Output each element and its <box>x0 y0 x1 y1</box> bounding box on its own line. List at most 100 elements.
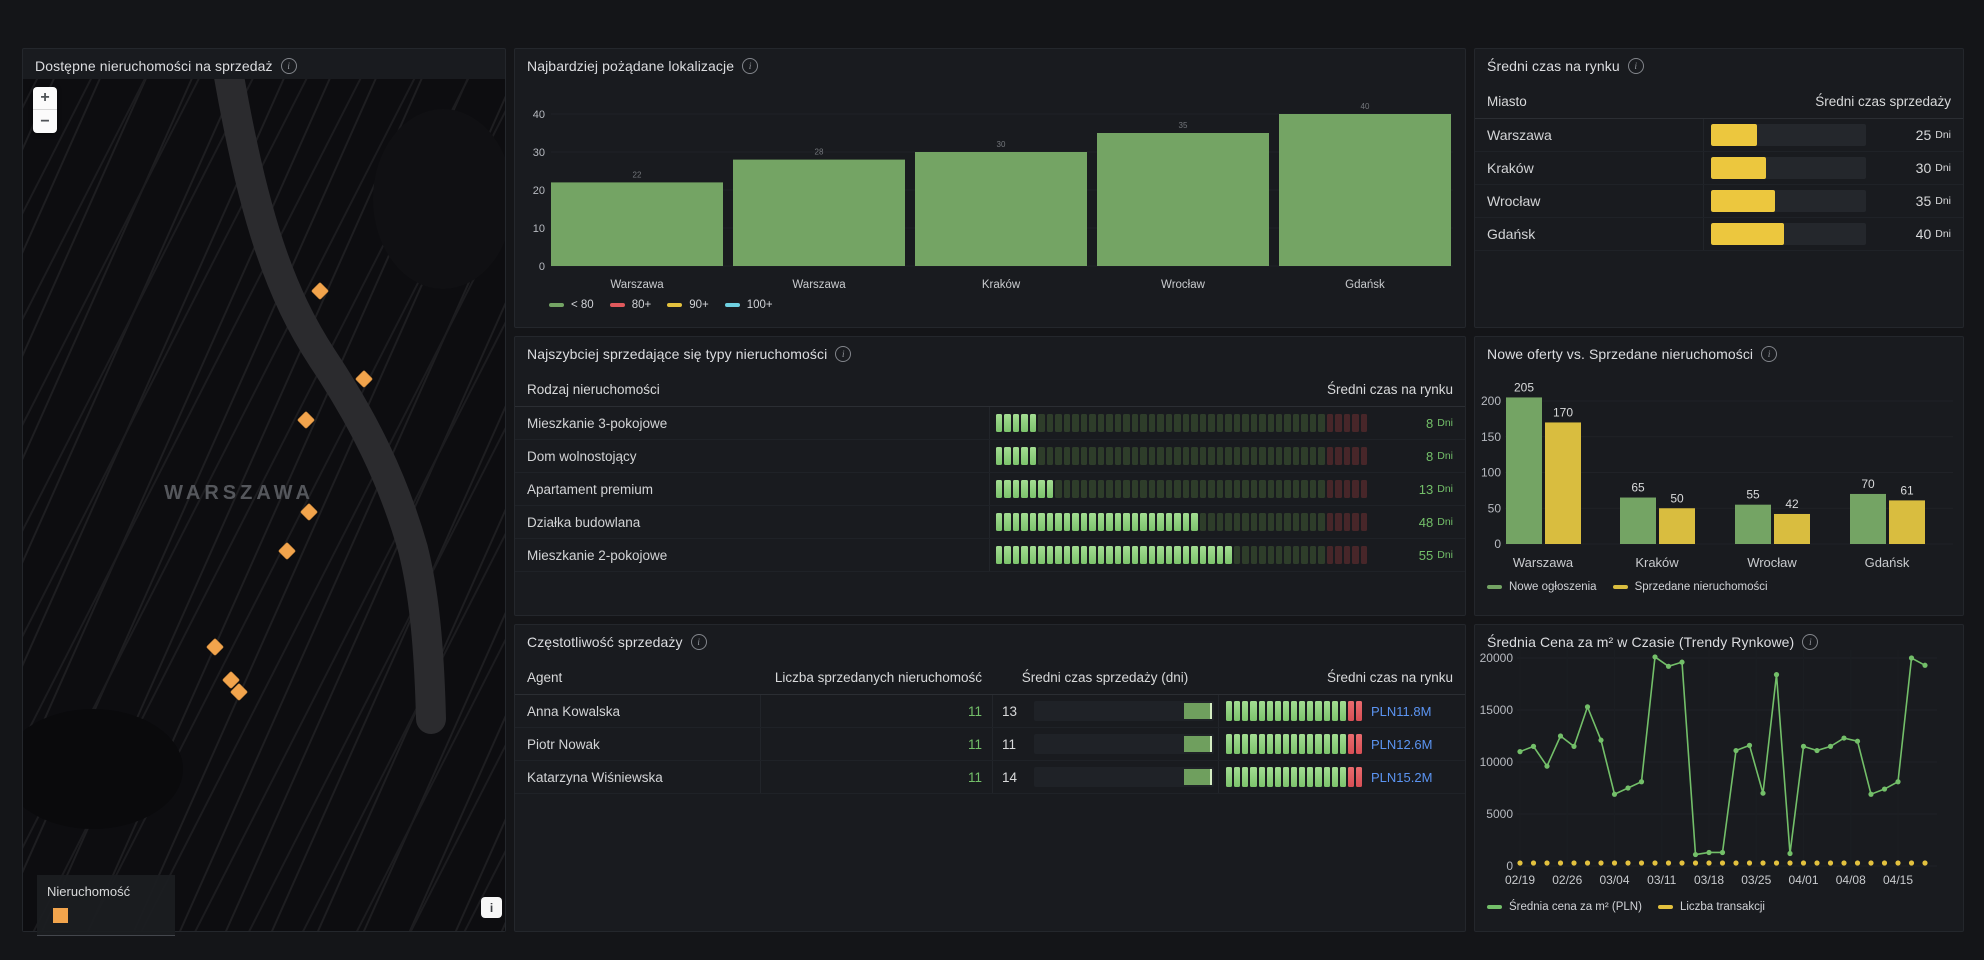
led-segment <box>1191 546 1198 564</box>
led-segment <box>1012 513 1020 531</box>
gauge-fill <box>1711 190 1775 212</box>
y-tick-label: 150 <box>1481 430 1501 444</box>
led-segment <box>1356 767 1363 787</box>
legend-item[interactable]: 90+ <box>667 299 709 311</box>
data-point <box>1665 663 1672 669</box>
data-point <box>1895 779 1901 785</box>
led-segment <box>1046 447 1054 465</box>
led-segment <box>1182 447 1190 465</box>
avg-days-cell: 14 <box>992 761 1218 793</box>
data-point <box>1557 733 1564 739</box>
legend-label: Sprzedane nieruchomości <box>1634 581 1768 593</box>
legend-item[interactable]: 80+ <box>609 299 651 311</box>
property-marker[interactable] <box>230 683 248 701</box>
led-segment <box>1335 447 1342 465</box>
column-header-avg-days[interactable]: Średni czas sprzedaży (dni) <box>1021 670 1189 685</box>
info-icon[interactable]: i <box>1627 58 1644 74</box>
led-segment <box>1080 480 1088 498</box>
property-marker[interactable] <box>278 542 296 560</box>
map-attribution-button[interactable]: i <box>481 897 502 918</box>
value-unit: Dni <box>1935 228 1951 240</box>
panel-title[interactable]: Średni czas na rynku <box>1487 58 1620 74</box>
panel-title[interactable]: Najbardziej pożądane lokalizacje <box>527 58 735 74</box>
x-tick-label: 03/25 <box>1741 873 1771 887</box>
column-header-market-time[interactable]: Średni czas na rynku <box>1326 670 1453 685</box>
gauge-fill <box>1711 223 1784 245</box>
bar-new <box>1620 497 1656 544</box>
transactions-point <box>1814 860 1820 866</box>
bar-value-label: 65 <box>1631 481 1645 495</box>
led-segment <box>1292 414 1300 432</box>
property-marker[interactable] <box>297 411 315 429</box>
zoom-out-button[interactable]: − <box>33 110 57 133</box>
column-header-city[interactable]: Miasto <box>1487 94 1527 109</box>
x-tick-label: Wrocław <box>1161 279 1206 291</box>
agent-name: Anna Kowalska <box>527 703 621 719</box>
property-marker[interactable] <box>206 638 224 656</box>
led-segment <box>1292 480 1300 498</box>
info-icon[interactable]: i <box>742 58 759 74</box>
panel-title[interactable]: Średnia Cena za m² w Czasie (Trendy Rynk… <box>1487 634 1795 650</box>
led-segment <box>1339 701 1346 721</box>
legend-item[interactable]: Liczba transakcji <box>1657 901 1765 913</box>
led-segment <box>1347 734 1354 754</box>
led-segment <box>1046 414 1054 432</box>
led-segment <box>1259 513 1266 531</box>
led-segment <box>1326 513 1334 531</box>
led-gauge <box>996 473 1368 505</box>
led-segment <box>1174 546 1181 564</box>
column-header-sold[interactable]: Liczba sprzedanych nieruchomość <box>774 670 982 685</box>
transactions-point <box>1760 860 1766 866</box>
legend-item[interactable]: Średnia cena za m² (PLN) <box>1487 901 1642 913</box>
led-segment <box>1080 546 1088 564</box>
info-icon[interactable]: i <box>835 346 852 362</box>
legend-item[interactable]: Nowe ogłoszenia <box>1487 581 1597 593</box>
led-segment <box>1148 480 1156 498</box>
panel-agents: Częstotliwość sprzedaży i Agent Liczba s… <box>514 624 1466 932</box>
avg-days-cell: 11 <box>992 728 1218 760</box>
bar-value-label: 22 <box>633 170 642 179</box>
bar <box>1279 114 1451 266</box>
column-header-type[interactable]: Rodzaj nieruchomości <box>527 382 660 397</box>
led-gauge <box>1226 728 1363 760</box>
river <box>214 79 446 734</box>
panel-title[interactable]: Najszybciej sprzedające się typy nieruch… <box>527 346 828 362</box>
map-canvas[interactable]: WARSZAWA <box>23 79 505 931</box>
value-unit: Dni <box>1935 195 1951 207</box>
x-tick-label: 04/08 <box>1836 873 1866 887</box>
led-segment <box>1275 546 1283 564</box>
panel-title[interactable]: Nowe oferty vs. Sprzedane nieruchomości <box>1487 346 1754 362</box>
column-header-agent[interactable]: Agent <box>527 670 563 685</box>
led-segment <box>1267 480 1274 498</box>
panel-title[interactable]: Częstotliwość sprzedaży <box>527 634 683 650</box>
led-segment <box>1021 480 1028 498</box>
data-point <box>1638 779 1645 785</box>
led-segment <box>1038 414 1045 432</box>
legend-item[interactable]: 100+ <box>724 299 773 311</box>
led-segment <box>1309 480 1317 498</box>
led-segment <box>1339 734 1346 754</box>
zoom-in-button[interactable]: + <box>33 87 57 110</box>
property-marker[interactable] <box>222 671 240 689</box>
market-time-cell: PLN15.2M <box>1218 761 1465 793</box>
led-segment <box>1004 480 1011 498</box>
led-segment <box>1266 734 1273 754</box>
info-icon[interactable]: i <box>1761 346 1778 362</box>
info-icon[interactable]: i <box>690 634 707 650</box>
led-segment <box>1165 447 1173 465</box>
grouped-bar-chart: 0 50 100 150 200 205 170 Warszawa 65 50 Kraków 55 42… <box>1481 380 1953 570</box>
bar-value-label: 40 <box>1361 102 1370 111</box>
legend-item[interactable]: < 80 <box>549 299 594 311</box>
column-header-sale-time[interactable]: Średni czas sprzedaży <box>1815 94 1951 109</box>
legend-item[interactable]: Sprzedane nieruchomości <box>1612 581 1768 593</box>
property-marker[interactable] <box>300 503 318 521</box>
column-header-time[interactable]: Średni czas na rynku <box>1326 382 1453 397</box>
led-segment <box>1097 414 1105 432</box>
property-marker[interactable] <box>355 370 373 388</box>
info-icon[interactable]: i <box>280 58 297 74</box>
property-marker[interactable] <box>311 282 329 300</box>
led-segment <box>1226 734 1233 754</box>
panel-title[interactable]: Dostępne nieruchomości na sprzedaż <box>35 58 273 74</box>
value-unit: Dni <box>1437 516 1453 528</box>
info-icon[interactable]: i <box>1802 634 1819 650</box>
